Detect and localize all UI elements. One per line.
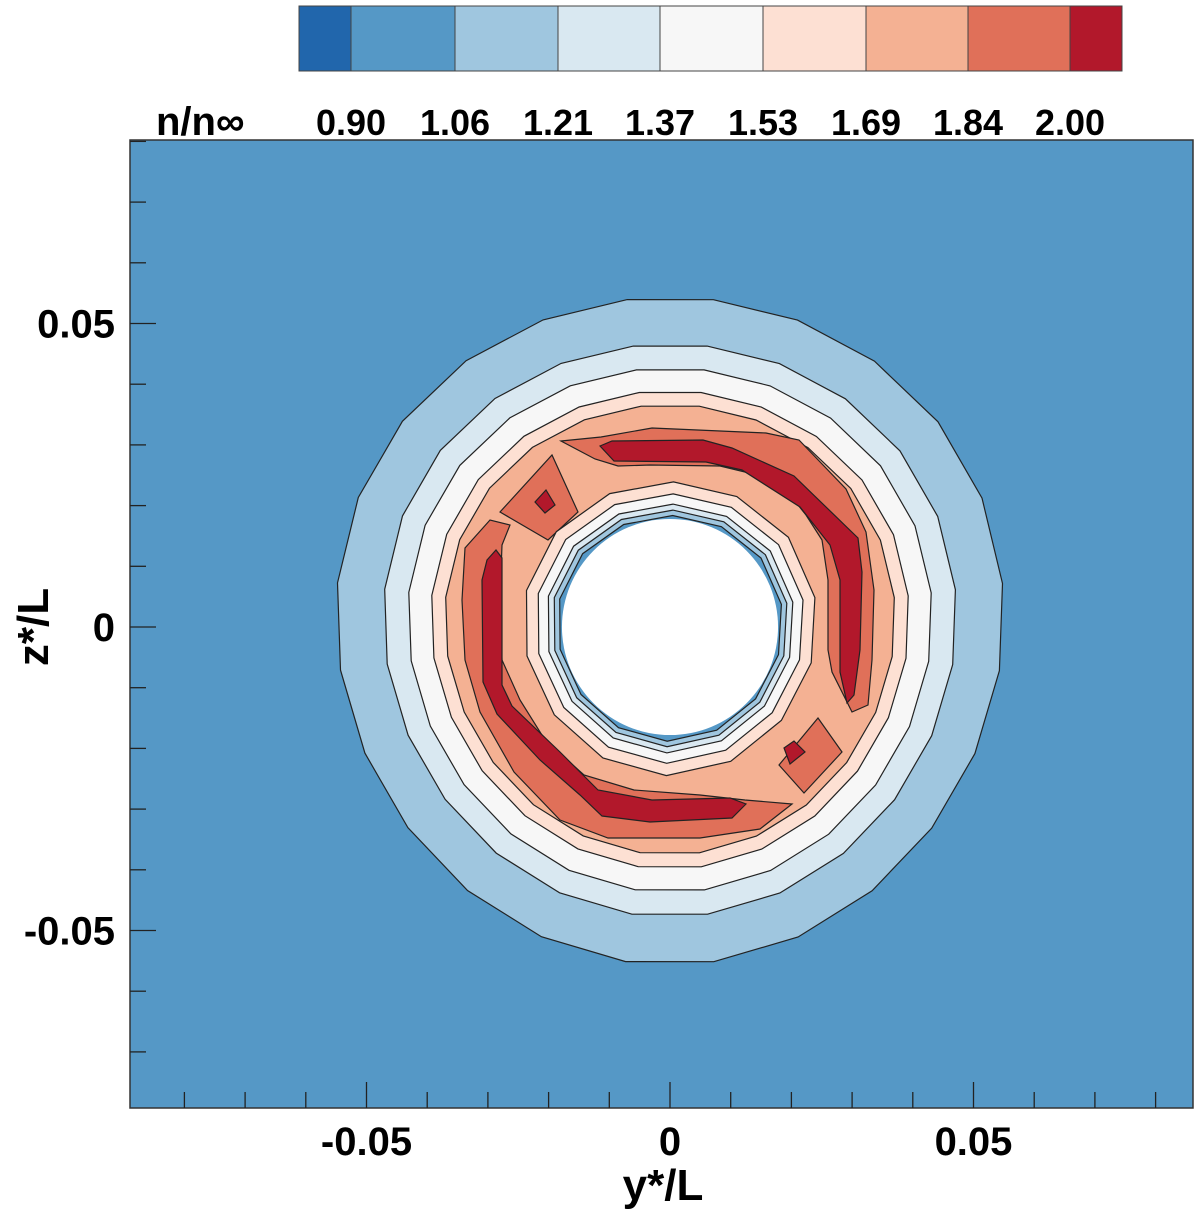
colorbar-tick-label: 1.37 — [625, 102, 695, 143]
colorbar-swatch — [967, 5, 1071, 72]
y-tick-label: 0.05 — [37, 303, 115, 347]
colorbar-swatch — [659, 5, 764, 72]
colorbar-tick-label: 1.21 — [523, 102, 593, 143]
colorbar-swatch — [865, 5, 969, 72]
obstacle — [561, 518, 779, 736]
x-tick-label: 0 — [659, 1120, 681, 1164]
contour-1.84-2.00 — [783, 740, 806, 765]
colorbar-tick-label: 1.53 — [728, 102, 798, 143]
colorbar-tick-labels: 0.90 1.06 1.21 1.37 1.53 1.69 1.84 2.00 — [316, 102, 1105, 143]
plot-frame — [129, 139, 1194, 1109]
y-tick-label: -0.05 — [24, 910, 115, 954]
x-axis-ticks — [183, 1082, 1157, 1108]
plot-area — [130, 140, 1193, 1108]
contour-1.84-2.00 — [534, 489, 556, 514]
colorbar-tick-label: 2.00 — [1035, 102, 1105, 143]
colorbar-tick-label: 0.90 — [316, 102, 386, 143]
colorbar-swatch — [557, 5, 661, 72]
y-axis-tick-labels: 0.05 0 -0.05 — [24, 303, 115, 954]
y-axis-title: z*/L — [9, 588, 58, 666]
contour-1.69-1.84 — [778, 717, 843, 794]
contour-1.84-2.00 — [598, 439, 863, 705]
y-axis-ticks — [130, 140, 156, 1053]
x-axis-title: y*/L — [623, 1161, 704, 1210]
obstacle-circle — [561, 518, 779, 736]
x-tick-label: -0.05 — [321, 1120, 412, 1164]
colorbar-swatch — [350, 5, 456, 72]
colorbar-tick-label: 1.84 — [933, 102, 1003, 143]
x-axis-tick-labels: -0.05 0 0.05 — [321, 1120, 1013, 1164]
colorbar-label: n/n∞ — [156, 100, 245, 144]
colorbar-swatch — [762, 5, 867, 72]
colorbar-swatch — [298, 5, 352, 72]
colorbar-tick-label: 1.06 — [420, 102, 490, 143]
colorbar-tick-label: 1.69 — [831, 102, 901, 143]
colorbar — [298, 5, 1123, 72]
x-tick-label: 0.05 — [935, 1120, 1013, 1164]
colorbar-swatch — [1069, 5, 1123, 72]
y-tick-label: 0 — [93, 606, 115, 650]
contour-1.84-2.00 — [481, 549, 748, 823]
colorbar-swatch — [454, 5, 559, 72]
